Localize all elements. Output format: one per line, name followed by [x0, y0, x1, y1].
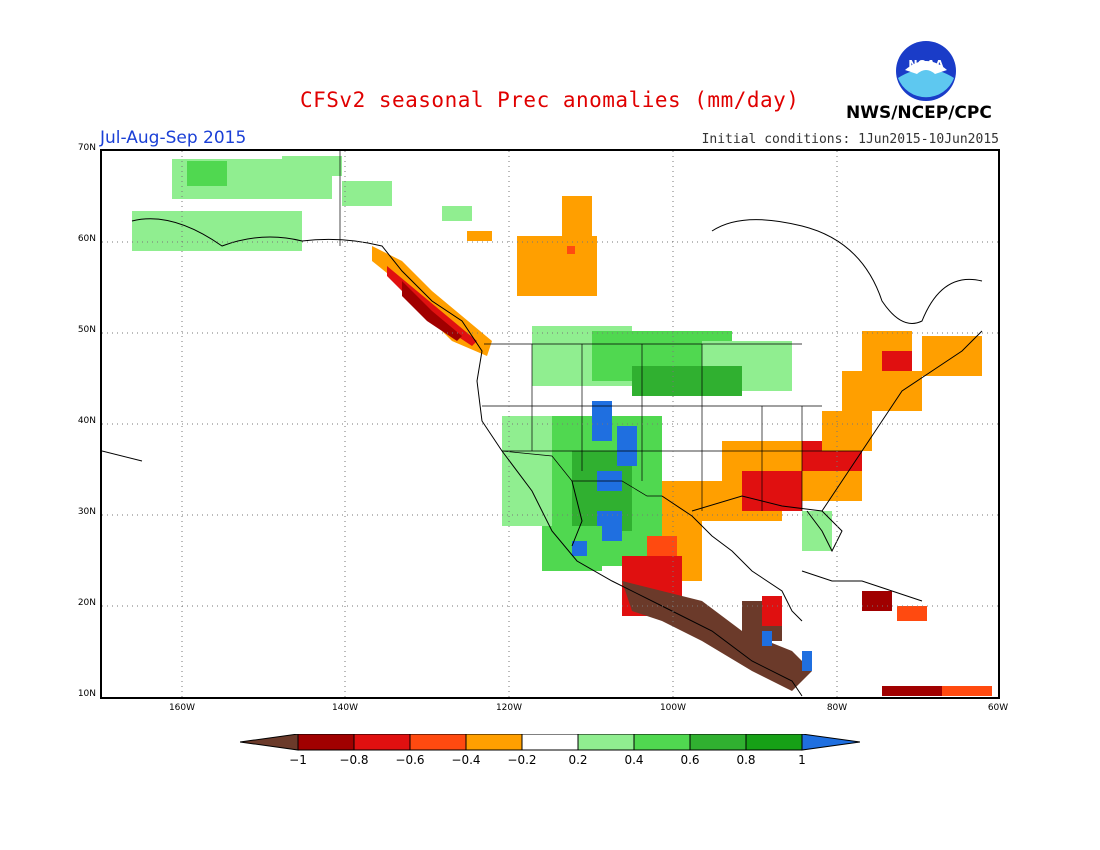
color-bar: −1 −0.8 −0.6 −0.4 −0.2 0.2 0.4 0.6 0.8 1	[240, 734, 860, 767]
lon-label: 160W	[168, 703, 196, 713]
lon-label: 140W	[331, 703, 359, 713]
colorbar-bin	[409, 734, 467, 751]
lon-label: 120W	[495, 703, 523, 713]
colorbar-label: −0.8	[339, 753, 368, 767]
lon-label: 80W	[826, 703, 848, 713]
lat-label: 40N	[77, 416, 96, 426]
colorbar-bin	[521, 734, 579, 751]
initial-conditions: Initial conditions: 1Jun2015-10Jun2015	[701, 132, 999, 147]
map-canvas	[102, 151, 998, 697]
lon-label: 60W	[987, 703, 1009, 713]
colorbar-bin	[689, 734, 747, 751]
chart-title: CFSv2 seasonal Prec anomalies (mm/day)	[300, 88, 800, 112]
colorbar-bin	[745, 734, 803, 751]
colorbar-bin	[577, 734, 635, 751]
colorbar-bin	[353, 734, 411, 751]
map-panel	[100, 149, 1000, 699]
colorbar-bin	[297, 734, 355, 751]
lon-label: 100W	[659, 703, 687, 713]
forecast-period: Jul-Aug-Sep 2015	[100, 128, 247, 148]
colorbar-label: 0.2	[568, 753, 587, 767]
political-borders	[339, 151, 862, 511]
lat-label: 70N	[77, 143, 96, 153]
colorbar-label: −0.2	[507, 753, 536, 767]
lat-label: 30N	[77, 507, 96, 517]
colorbar-bin	[465, 734, 523, 751]
colorbar-label: 0.8	[736, 753, 755, 767]
colorbar-label: 1	[798, 753, 806, 767]
noaa-logo: NOAA	[896, 41, 956, 101]
colorbar-low-arrow	[240, 734, 299, 751]
colorbar-label: −1	[289, 753, 307, 767]
colorbar-label: 0.6	[680, 753, 699, 767]
colorbar-label: −0.4	[451, 753, 480, 767]
lat-label: 10N	[77, 689, 96, 699]
lat-label: 50N	[77, 325, 96, 335]
anomaly-shading	[132, 156, 992, 696]
lat-lon-grid	[102, 151, 998, 697]
colorbar-bin	[633, 734, 691, 751]
colorbar-label: 0.4	[624, 753, 643, 767]
colorbar-label: −0.6	[395, 753, 424, 767]
agency-label: NWS/NCEP/CPC	[846, 103, 992, 123]
coastlines	[102, 218, 983, 697]
logo-lettering: NOAA	[908, 58, 944, 71]
colorbar-high-arrow	[801, 734, 860, 751]
lat-label: 20N	[77, 598, 96, 608]
lat-label: 60N	[77, 234, 96, 244]
